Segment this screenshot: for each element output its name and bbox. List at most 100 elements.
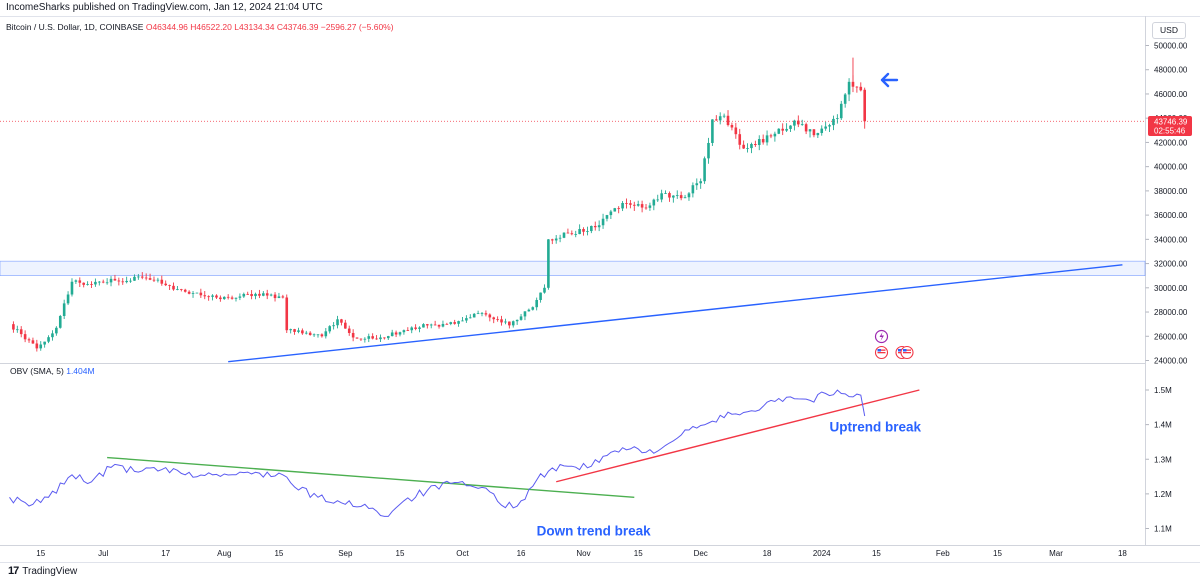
time-tick-label: Aug <box>217 549 231 558</box>
candle-body <box>219 297 222 300</box>
candle-body <box>519 316 523 320</box>
candle-body <box>258 293 261 296</box>
candle-body <box>445 323 449 325</box>
candle-body <box>523 311 527 317</box>
candle-body <box>691 185 695 194</box>
price-tick-label: 38000.00 <box>1154 187 1188 196</box>
candle-body <box>433 324 437 326</box>
candle-body <box>359 338 363 340</box>
candle-body <box>113 278 117 281</box>
candle-body <box>176 289 179 290</box>
candle-body <box>769 135 773 137</box>
time-tick-label: Mar <box>1049 549 1063 558</box>
candle-body <box>121 281 125 283</box>
candle-body <box>539 292 542 300</box>
us-flag-event-icon-stripe <box>877 349 886 351</box>
time-tick-label: 15 <box>36 549 45 558</box>
candle-body <box>55 327 58 334</box>
candle-body <box>863 89 866 122</box>
candle-body <box>410 327 414 331</box>
candle-body <box>222 296 226 300</box>
currency-button[interactable]: USD <box>1152 22 1186 39</box>
candle-body <box>785 128 788 131</box>
candle-body <box>472 313 476 318</box>
candle-body <box>363 338 367 340</box>
candle-body <box>82 282 85 285</box>
candle-body <box>90 284 93 285</box>
candle-body <box>847 81 851 95</box>
price-tick-label: 40000.00 <box>1154 163 1188 172</box>
candle-body <box>468 317 472 319</box>
candle-body <box>793 120 796 126</box>
last-price-value: 43746.39 <box>1154 118 1188 127</box>
candle-body <box>738 134 742 145</box>
candle-body <box>504 321 507 323</box>
candle-body <box>246 293 250 295</box>
candle-body <box>746 148 749 149</box>
symbol-legend[interactable]: Bitcoin / U.S. Dollar, 1D, COINBASE O463… <box>6 22 394 32</box>
obv-indicator-name: OBV (SMA, 5) <box>10 366 64 376</box>
candle-body <box>312 334 316 336</box>
candle-body <box>187 291 191 294</box>
candle-body <box>816 133 820 136</box>
candle-body <box>839 103 843 119</box>
obv-indicator-value: 1.404M <box>66 366 95 376</box>
candle-body <box>550 239 554 241</box>
candle-body <box>422 324 425 328</box>
candle-body <box>437 324 441 327</box>
candle-body <box>640 204 644 208</box>
candle-body <box>750 143 753 149</box>
candle-body <box>129 280 132 282</box>
ohlc-close: C43746.39 <box>276 22 319 32</box>
candle-body <box>734 127 738 135</box>
candle-body <box>457 321 460 324</box>
candle-body <box>31 340 35 344</box>
candle-body <box>570 233 574 235</box>
candle-body <box>74 280 78 282</box>
candle-body <box>644 207 648 209</box>
candle-body <box>386 336 390 339</box>
obv-legend[interactable]: OBV (SMA, 5) 1.404M <box>10 366 95 376</box>
candle-body <box>133 276 136 281</box>
time-tick-label: 15 <box>872 549 881 558</box>
candle-body <box>562 232 566 238</box>
candle-body <box>340 319 343 323</box>
candle-body <box>742 144 745 149</box>
candle-body <box>527 309 531 312</box>
us-flag-event-icon-3-canton <box>903 349 907 352</box>
candle-body <box>648 205 652 208</box>
candle-body <box>39 344 43 349</box>
candle-body <box>547 239 550 288</box>
candle-body <box>761 139 765 143</box>
candle-body <box>582 229 585 232</box>
candle-body <box>843 94 847 104</box>
candle-body <box>215 295 218 298</box>
candle-body <box>449 322 453 324</box>
candle-body <box>324 331 328 337</box>
price-tick-label: 24000.00 <box>1154 357 1188 366</box>
candle-body <box>820 128 824 134</box>
footer-branding[interactable]: 17 TradingView <box>8 565 77 577</box>
time-tick-label: 17 <box>161 549 170 558</box>
candle-body <box>715 119 718 121</box>
time-tick-label: Nov <box>576 549 590 558</box>
obv-tick-label: 1.3M <box>1154 455 1172 464</box>
candle-body <box>351 332 355 338</box>
candle-body <box>543 287 546 293</box>
candle-body <box>668 193 671 198</box>
candle-body <box>367 336 371 339</box>
candle-body <box>125 280 128 283</box>
candle-body <box>465 318 468 321</box>
candle-body <box>27 339 31 341</box>
candle-body <box>500 319 503 323</box>
candle-body <box>344 322 347 329</box>
candle-body <box>304 332 308 334</box>
candle-body <box>390 332 394 337</box>
candle-body <box>683 197 687 199</box>
candle-body <box>242 293 246 297</box>
candle-body <box>117 280 121 282</box>
time-tick-label: 18 <box>763 549 772 558</box>
candle-body <box>273 294 277 299</box>
candle-body <box>320 334 324 337</box>
